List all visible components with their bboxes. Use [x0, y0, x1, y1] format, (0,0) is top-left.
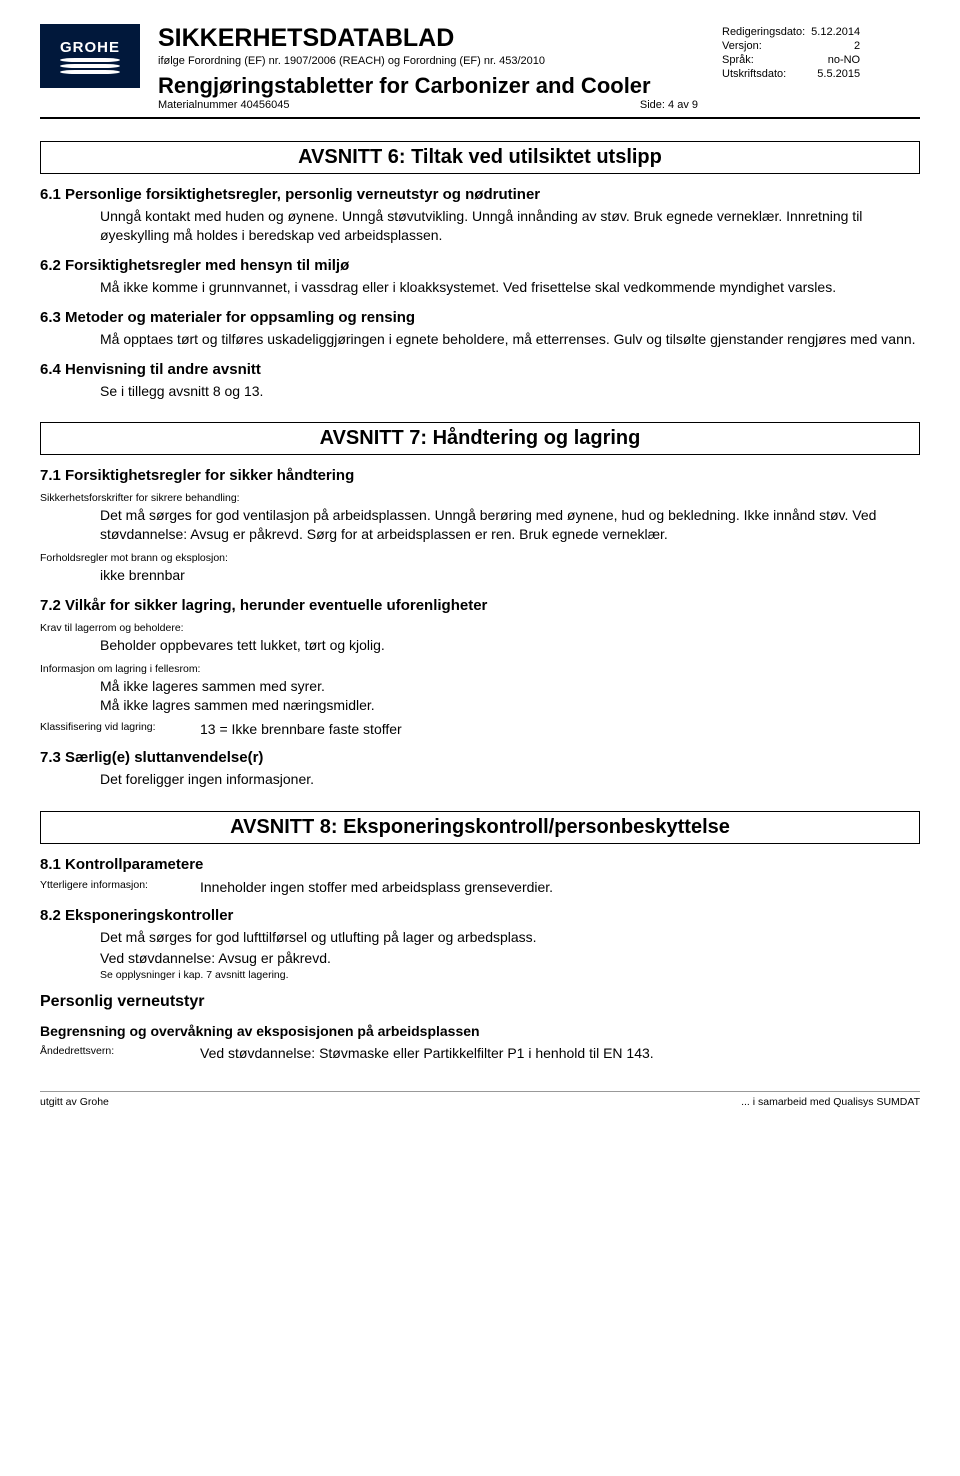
text-shared-storage: Må ikke lageres sammen med syrer. Må ikk…	[100, 677, 920, 715]
document-title: SIKKERHETSDATABLAD	[158, 24, 702, 53]
text-storage-class: 13 = Ikke brennbare faste stoffer	[200, 721, 920, 737]
material-number: Materialnummer 40456045	[158, 99, 289, 111]
logo-waves-icon	[60, 58, 120, 74]
lang-label: Språk:	[722, 54, 809, 66]
header-center: SIKKERHETSDATABLAD ifølge Forordning (EF…	[158, 24, 702, 111]
page: GROHE SIKKERHETSDATABLAD ifølge Forordni…	[0, 0, 960, 1148]
ver-value: 2	[811, 40, 864, 52]
section-6-4-text: Se i tillegg avsnitt 8 og 13.	[100, 382, 920, 401]
label-shared-storage: Informasjon om lagring i fellesrom:	[40, 663, 920, 675]
print-value: 5.5.2015	[811, 68, 864, 80]
side-label: Side:	[640, 99, 665, 111]
section-6-2-text: Må ikke komme i grunnvannet, i vassdrag …	[100, 278, 920, 297]
side-value: 4 av 9	[668, 99, 698, 111]
rev-value: 5.12.2014	[811, 26, 864, 38]
text-end-use: Det foreligger ingen informasjoner.	[100, 770, 920, 789]
section-8-2-heading: 8.2 Eksponeringskontroller	[40, 907, 920, 924]
section-6-title: AVSNITT 6: Tiltak ved utilsiktet utslipp	[40, 141, 920, 174]
footer-right: ... i samarbeid med Qualisys SUMDAT	[741, 1096, 920, 1108]
row-additional-info: Ytterligere informasjon: Inneholder inge…	[40, 879, 920, 895]
label-storage-req: Krav til lagerrom og beholdere:	[40, 622, 920, 634]
regulation-line: ifølge Forordning (EF) nr. 1907/2006 (RE…	[158, 55, 702, 67]
section-7-1-heading: 7.1 Forsiktighetsregler for sikker håndt…	[40, 467, 920, 484]
text-safety-instructions: Det må sørges for god ventilasjon på arb…	[100, 506, 920, 544]
section-6-1-heading: 6.1 Personlige forsiktighetsregler, pers…	[40, 186, 920, 203]
section-7-3-heading: 7.3 Særlig(e) sluttanvendelse(r)	[40, 749, 920, 766]
product-title: Rengjøringstabletter for Carbonizer and …	[158, 73, 702, 99]
section-6-1-text: Unngå kontakt med huden og øynene. Unngå…	[100, 207, 920, 245]
row-storage-class: Klassifisering vid lagring: 13 = Ikke br…	[40, 721, 920, 737]
label-fire-explosion: Forholdsregler mot brann og eksplosjon:	[40, 552, 920, 564]
header-meta: Redigeringsdato:5.12.2014 Versjon:2 Språ…	[720, 24, 920, 82]
footer-left: utgitt av Grohe	[40, 1096, 109, 1108]
rev-label: Redigeringsdato:	[722, 26, 809, 38]
print-label: Utskriftsdato:	[722, 68, 809, 80]
logo-text: GROHE	[60, 39, 120, 56]
exposure-limitation-heading: Begrensning og overvåkning av eksposisjo…	[40, 1023, 920, 1039]
section-7-2-heading: 7.2 Vilkår for sikker lagring, herunder …	[40, 597, 920, 614]
row-respiratory: Åndedrettsvern: Ved støvdannelse: Støvma…	[40, 1045, 920, 1061]
material-line: Materialnummer 40456045 Side: 4 av 9	[158, 99, 702, 111]
label-safety-instructions: Sikkerhetsforskrifter for sikrere behand…	[40, 492, 920, 504]
section-6-3-text: Må opptaes tørt og tilføres uskadeliggjø…	[100, 330, 920, 349]
text-8-2-line2: Ved støvdannelse: Avsug er påkrevd.	[100, 949, 920, 968]
personal-protection-heading: Personlig verneutstyr	[40, 993, 920, 1011]
text-storage-req: Beholder oppbevares tett lukket, tørt og…	[100, 636, 920, 655]
section-6-3-heading: 6.3 Metoder og materialer for oppsamling…	[40, 309, 920, 326]
text-8-2-line1: Det må sørges for god lufttilførsel og u…	[100, 928, 920, 947]
section-8-title: AVSNITT 8: Eksponeringskontroll/personbe…	[40, 811, 920, 844]
page-side: Side: 4 av 9	[640, 99, 698, 111]
label-additional-info: Ytterligere informasjon:	[40, 879, 200, 895]
document-header: GROHE SIKKERHETSDATABLAD ifølge Forordni…	[40, 24, 920, 119]
label-storage-class: Klassifisering vid lagring:	[40, 721, 200, 737]
section-8-1-heading: 8.1 Kontrollparametere	[40, 856, 920, 873]
company-logo: GROHE	[40, 24, 140, 88]
page-footer: utgitt av Grohe ... i samarbeid med Qual…	[40, 1091, 920, 1108]
text-additional-info: Inneholder ingen stoffer med arbeidsplas…	[200, 879, 920, 895]
ver-label: Versjon:	[722, 40, 809, 52]
section-6-4-heading: 6.4 Henvisning til andre avsnitt	[40, 361, 920, 378]
lang-value: no-NO	[811, 54, 864, 66]
section-6-2-heading: 6.2 Forsiktighetsregler med hensyn til m…	[40, 257, 920, 274]
text-8-2-note: Se opplysninger i kap. 7 avsnitt lagerin…	[100, 969, 920, 981]
section-7-title: AVSNITT 7: Håndtering og lagring	[40, 422, 920, 455]
label-respiratory: Åndedrettsvern:	[40, 1045, 200, 1061]
text-respiratory: Ved støvdannelse: Støvmaske eller Partik…	[200, 1045, 920, 1061]
text-fire-explosion: ikke brennbar	[100, 566, 920, 585]
